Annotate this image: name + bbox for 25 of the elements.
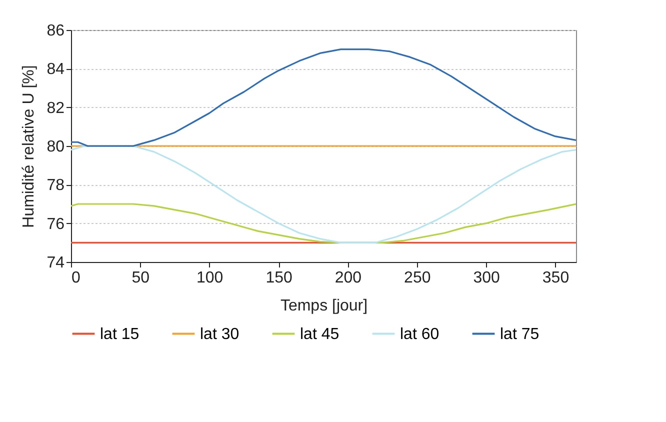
x-tick-label: 150 (266, 270, 292, 286)
y-tick-label: 76 (46, 216, 65, 233)
y-tick-label: 74 (46, 254, 65, 272)
y-tick-label: 80 (46, 138, 65, 156)
line-series (71, 48, 576, 147)
y-tick-label: 86 (46, 22, 65, 40)
y-tick-label: 84 (46, 61, 65, 78)
x-tick-label: 200 (334, 270, 362, 286)
y-tick-label: 78 (46, 177, 65, 194)
x-tick-label: 350 (542, 270, 570, 286)
x-tick-label: 100 (196, 270, 224, 286)
x-tick-label: 300 (473, 270, 500, 286)
y-axis-title: Humidité relative U [%] (20, 65, 38, 228)
y-tick-label: 82 (46, 100, 65, 117)
line-series (71, 145, 576, 244)
legend-label: lat 75 (500, 326, 540, 343)
legend-label: lat 15 (100, 326, 140, 343)
x-tick-label: 250 (404, 270, 431, 286)
legend-label: lat 45 (300, 326, 340, 343)
line-series (71, 203, 576, 244)
x-tick-label: 50 (132, 270, 150, 286)
x-tick-label: 0 (72, 270, 80, 286)
legend-label: lat 30 (200, 326, 240, 343)
legend-label: lat 60 (400, 326, 440, 343)
x-axis-title: Temps [jour] (280, 298, 368, 314)
